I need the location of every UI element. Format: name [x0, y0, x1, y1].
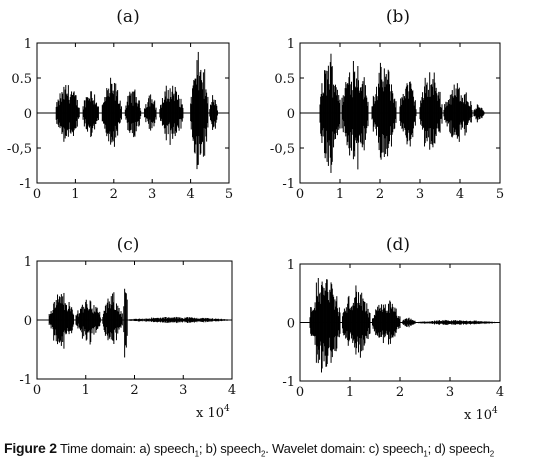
x-tick-label: 2 — [396, 385, 404, 400]
x-tick-label: 2 — [130, 383, 138, 398]
panel-d: (d)0 1 2 3 410-1x 104 — [282, 235, 504, 423]
x-tick-label: 3 — [148, 187, 156, 202]
x-tick-label: 5 — [225, 187, 233, 202]
caption-part: . Wavelet domain: c) speech — [265, 441, 424, 456]
panel-a: (a) 0 1 2 3 4 5 1 0.5 0 -0,5 -1 — [7, 7, 233, 202]
y-tick-label: -1 — [282, 375, 295, 390]
x-tick-label: 4 — [228, 383, 236, 398]
y-tick-label: -1 — [282, 177, 295, 192]
y-tick-label: -1 — [19, 373, 32, 388]
x-axis-multiplier: x 104 — [464, 406, 498, 423]
panel-title: (c) — [117, 235, 140, 255]
x-tick-label: 3 — [179, 383, 187, 398]
y-tick-label: 0 — [287, 107, 295, 122]
y-tick-label: 0 — [24, 314, 32, 329]
figure-label: Figure 2 — [4, 440, 57, 456]
waveform-series — [300, 277, 500, 373]
panel-title: (b) — [386, 7, 410, 27]
x-tick-label: 1 — [346, 385, 354, 400]
x-tick-label: 3 — [446, 385, 454, 400]
x-tick-label: 2 — [110, 187, 118, 202]
y-tick-label: -0,5 — [7, 142, 32, 157]
panel-c: (c)0 1 2 3 410-1x 104 — [19, 235, 236, 421]
y-tick-label: -1 — [19, 177, 32, 192]
figure-caption: Figure 2 Time domain: a) speech1; b) spe… — [4, 440, 548, 459]
x-tick-label: 4 — [186, 187, 194, 202]
x-tick-label: 3 — [416, 187, 424, 202]
x-tick-label: 0 — [33, 383, 41, 398]
caption-subscript: 2 — [489, 449, 494, 459]
caption-subscript: 2 — [260, 449, 266, 459]
y-tick-label: 1 — [24, 255, 32, 270]
x-axis-multiplier: x 104 — [196, 404, 230, 421]
x-tick-label: 2 — [376, 187, 384, 202]
waveform-series — [37, 51, 229, 170]
x-tick-label: 5 — [496, 187, 504, 202]
waveform-series — [300, 53, 500, 173]
caption-part: ; b) speech — [198, 441, 261, 456]
caption-subscript: 1 — [423, 449, 428, 459]
y-tick-label: 0.5 — [11, 72, 32, 87]
y-tick-label: 0 — [24, 107, 32, 122]
caption-subscript: 1 — [194, 449, 199, 459]
x-tick-label: 0 — [296, 385, 304, 400]
figure-2-plots: (a) 0 1 2 3 4 5 1 0.5 0 -0,5 -1 (b) 0 1 2 3 4 5 1 0.5 0 -0,5 -… — [7, 7, 504, 423]
y-tick-label: 0.5 — [274, 72, 295, 87]
x-axis-multiplier-exponent: 4 — [224, 404, 230, 414]
y-tick-label: 1 — [287, 258, 295, 273]
y-tick-label: -0,5 — [270, 142, 295, 157]
y-tick-label: 1 — [24, 37, 32, 52]
x-axis-multiplier-exponent: 4 — [492, 406, 498, 416]
x-tick-label: 4 — [496, 385, 504, 400]
x-tick-label: 0 — [296, 187, 304, 202]
y-tick-label: 1 — [287, 37, 295, 52]
caption-part: Time domain: a) speech — [56, 441, 195, 456]
caption-text: Time domain: a) speech1; b) speech2. Wav… — [56, 441, 494, 459]
panel-title: (d) — [386, 235, 410, 255]
panel-title: (a) — [116, 7, 139, 27]
x-tick-label: 0 — [33, 187, 41, 202]
x-tick-label: 1 — [71, 187, 79, 202]
waveform-series — [37, 288, 232, 358]
panel-b: (b) 0 1 2 3 4 5 1 0.5 0 -0,5 -1 — [270, 7, 504, 202]
x-tick-label: 4 — [456, 187, 464, 202]
x-tick-label: 1 — [336, 187, 344, 202]
x-tick-label: 1 — [82, 383, 90, 398]
y-tick-label: 0 — [287, 317, 295, 332]
caption-part: ; d) speech — [427, 441, 490, 456]
